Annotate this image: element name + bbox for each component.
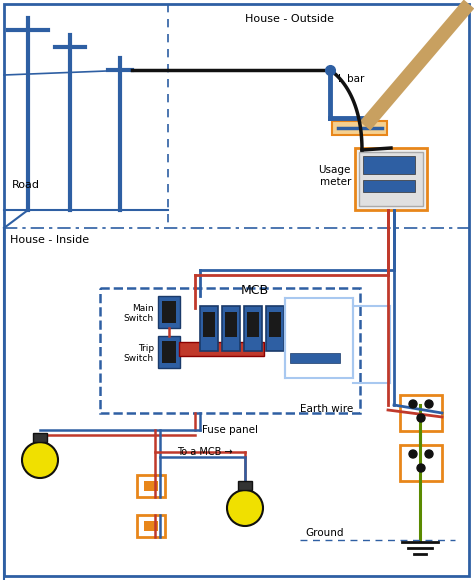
FancyBboxPatch shape	[363, 156, 415, 174]
FancyBboxPatch shape	[200, 306, 218, 351]
FancyBboxPatch shape	[144, 521, 158, 531]
FancyBboxPatch shape	[269, 312, 281, 337]
FancyBboxPatch shape	[244, 306, 262, 351]
Circle shape	[227, 490, 263, 526]
Text: MCB: MCB	[241, 284, 269, 297]
Text: Usage
meter: Usage meter	[319, 165, 351, 187]
FancyBboxPatch shape	[137, 475, 165, 497]
FancyBboxPatch shape	[162, 301, 176, 323]
FancyBboxPatch shape	[266, 306, 284, 351]
FancyBboxPatch shape	[290, 353, 340, 363]
Circle shape	[417, 464, 425, 472]
Text: Fuse panel: Fuse panel	[202, 425, 258, 435]
Text: House - Outside: House - Outside	[246, 14, 335, 24]
FancyBboxPatch shape	[247, 312, 259, 337]
FancyBboxPatch shape	[158, 336, 180, 368]
Circle shape	[409, 450, 417, 458]
FancyBboxPatch shape	[162, 341, 176, 363]
FancyBboxPatch shape	[33, 433, 47, 442]
Text: Main
Switch: Main Switch	[124, 304, 154, 324]
FancyBboxPatch shape	[400, 395, 442, 431]
Text: L bar: L bar	[338, 74, 365, 84]
Circle shape	[425, 400, 433, 408]
Text: Earth wire: Earth wire	[300, 404, 353, 414]
FancyBboxPatch shape	[355, 148, 427, 210]
FancyBboxPatch shape	[158, 296, 180, 328]
FancyBboxPatch shape	[179, 342, 264, 356]
FancyBboxPatch shape	[4, 4, 469, 576]
Text: House - Inside: House - Inside	[10, 235, 89, 245]
FancyBboxPatch shape	[238, 481, 252, 490]
Text: To a MCB →: To a MCB →	[177, 447, 233, 457]
Text: Ground: Ground	[305, 528, 344, 538]
FancyBboxPatch shape	[225, 312, 237, 337]
Text: Trip
Switch: Trip Switch	[124, 344, 154, 364]
FancyBboxPatch shape	[332, 121, 387, 135]
FancyBboxPatch shape	[144, 481, 158, 491]
FancyBboxPatch shape	[363, 180, 415, 192]
FancyBboxPatch shape	[359, 152, 423, 206]
Circle shape	[22, 442, 58, 478]
Circle shape	[409, 400, 417, 408]
FancyBboxPatch shape	[137, 515, 165, 537]
Text: Road: Road	[12, 180, 40, 190]
FancyBboxPatch shape	[203, 312, 215, 337]
FancyBboxPatch shape	[285, 298, 353, 378]
FancyBboxPatch shape	[400, 445, 442, 481]
Circle shape	[417, 414, 425, 422]
FancyBboxPatch shape	[222, 306, 240, 351]
Circle shape	[425, 450, 433, 458]
